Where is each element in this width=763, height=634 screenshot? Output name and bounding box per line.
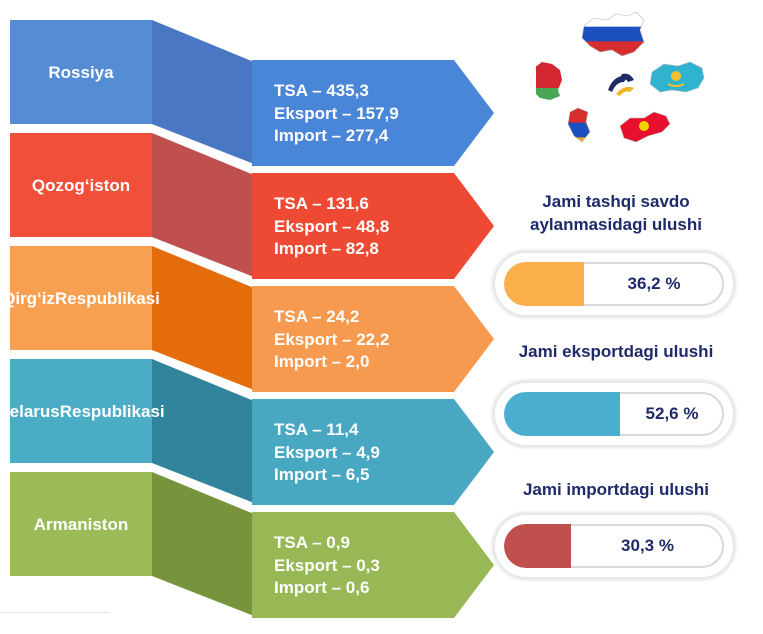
- country-name-line: Rossiya: [48, 62, 114, 82]
- export-value: Eksport – 0,3: [274, 555, 380, 575]
- share-title: Jami eksportdagi ulushi: [498, 340, 734, 363]
- value-arrow: [252, 512, 494, 618]
- share-bar: 52,6 %: [494, 382, 734, 446]
- tsa-value: TSA – 131,6: [274, 194, 369, 213]
- share-bar-fill: [504, 392, 620, 436]
- russia-map-flag: [581, 11, 645, 57]
- ribbon-connector: [152, 133, 254, 277]
- share-title: Jami importdagi ulushi: [498, 478, 734, 501]
- divider-line: [0, 612, 110, 613]
- import-value: Import – 277,4: [274, 126, 389, 145]
- ribbon-connector: [152, 246, 254, 390]
- share-title: Jami tashqi savdo aylanmasidagi ulushi: [498, 190, 734, 236]
- country-name-line: Respublikasi: [55, 288, 160, 308]
- tsa-value: TSA – 24,2: [274, 307, 360, 326]
- share-bar: 30,3 %: [494, 514, 734, 578]
- arrow-shape: [252, 512, 494, 618]
- kyrgyzstan-map-flag: [619, 111, 671, 143]
- tsa-value: TSA – 11,4: [274, 420, 359, 439]
- export-value: Eksport – 22,2: [274, 329, 390, 349]
- country-name-line: Armaniston: [33, 514, 129, 534]
- country-row: Qozog‘iston TSA – 131,6 Eksport – 48,8 Impo…: [0, 133, 520, 279]
- share-title-line: Jami eksportdagi ulushi: [518, 342, 714, 361]
- ribbon-shape: [152, 472, 254, 616]
- import-value: Import – 0,6: [274, 578, 370, 597]
- import-value: Import – 82,8: [274, 239, 379, 258]
- country-row: Armaniston TSA – 0,9 Eksport – 0,3 Import –…: [0, 472, 520, 618]
- trade-values: TSA – 24,2 Eksport – 22,2 Import – 2,0: [274, 306, 389, 374]
- arrow-shape: [252, 286, 494, 392]
- country-label: Belarus Respublikasi: [0, 359, 165, 463]
- share-title-line: Jami importdagi ulushi: [522, 480, 710, 499]
- ribbon-connector: [152, 472, 254, 616]
- country-name-line: Respublikasi: [59, 401, 165, 421]
- country-row: Qirg‘iz Respublikasi TSA – 24,2 Eksport – 2…: [0, 246, 520, 392]
- eaeu-emblem: [608, 73, 634, 96]
- country-label: Qozog‘iston: [10, 133, 152, 237]
- country-label: Qirg‘iz Respublikasi: [2, 246, 160, 350]
- country-rows: Rossiya TSA – 435,3 Eksport – 157,9 Import …: [0, 20, 520, 618]
- share-value: 36,2 %: [627, 274, 681, 293]
- armenia-map-flag: [567, 107, 591, 143]
- tsa-value: TSA – 0,9: [274, 533, 350, 552]
- kazakhstan-map-flag: [649, 61, 705, 93]
- share-bar-fill: [504, 524, 571, 568]
- share-title-line: aylanmasidagi ulushi: [530, 215, 702, 234]
- ribbon-shape: [152, 133, 254, 277]
- share-bar-track: 52,6 %: [504, 392, 724, 436]
- country-label: Rossiya: [10, 20, 152, 124]
- trade-values: TSA – 11,4 Eksport – 4,9 Import – 6,5: [274, 419, 380, 487]
- share-bar: 36,2 %: [494, 252, 734, 316]
- country-name-line: Belarus: [0, 401, 60, 421]
- value-arrow: [252, 173, 494, 279]
- import-value: Import – 2,0: [274, 352, 370, 371]
- value-arrow: [252, 60, 494, 166]
- share-bar-fill: [504, 262, 584, 306]
- trade-values: TSA – 435,3 Eksport – 157,9 Import – 277,4: [274, 80, 399, 148]
- country-name-line: Qirg‘iz: [2, 288, 56, 308]
- trade-values: TSA – 131,6 Eksport – 48,8 Import – 82,8: [274, 193, 389, 261]
- country-name-line: Qozog‘iston: [31, 175, 131, 195]
- share-bar-track: 30,3 %: [504, 524, 724, 568]
- share-value: 30,3 %: [621, 536, 674, 555]
- ribbon-shape: [152, 359, 254, 503]
- export-value: Eksport – 4,9: [274, 442, 380, 462]
- value-arrow: [252, 286, 494, 392]
- trade-values: TSA – 0,9 Eksport – 0,3 Import – 0,6: [274, 532, 380, 600]
- ribbon-connector: [152, 20, 254, 164]
- arrow-shape: [252, 60, 494, 166]
- arrow-shape: [252, 173, 494, 279]
- belarus-map-flag: [530, 62, 562, 100]
- country-row: Belarus Respublikasi TSA – 11,4 Eksport – 4…: [0, 359, 520, 505]
- tsa-value: TSA – 435,3: [274, 81, 369, 100]
- ribbon-shape: [152, 246, 254, 390]
- share-title-line: Jami tashqi savdo: [542, 192, 690, 211]
- ribbon-connector: [152, 359, 254, 503]
- country-label: Armaniston: [10, 472, 152, 576]
- arrow-shape: [252, 399, 494, 505]
- country-row: Rossiya TSA – 435,3 Eksport – 157,9 Import …: [0, 20, 520, 166]
- share-value: 52,6 %: [645, 404, 699, 423]
- share-bar-track: 36,2 %: [504, 262, 724, 306]
- value-arrow: [252, 399, 494, 505]
- export-value: Eksport – 157,9: [274, 103, 399, 123]
- import-value: Import – 6,5: [274, 465, 370, 484]
- ribbon-shape: [152, 20, 254, 164]
- member-flags-cluster: [530, 11, 705, 143]
- export-value: Eksport – 48,8: [274, 216, 390, 236]
